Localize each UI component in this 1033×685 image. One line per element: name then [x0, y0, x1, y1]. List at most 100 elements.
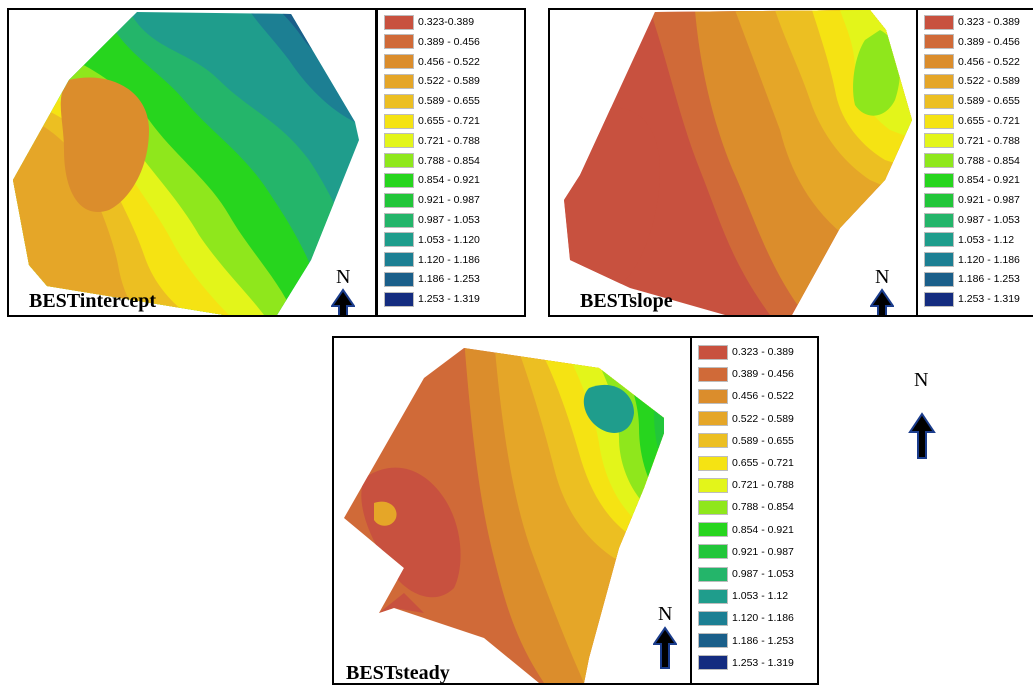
legend-label: 0.921 - 0.987	[418, 194, 480, 207]
legend-swatch	[384, 113, 414, 129]
legend-swatch	[384, 133, 414, 149]
legend-label: 0.589 - 0.655	[418, 95, 480, 108]
legend-label: 1.053 - 1.120	[418, 233, 480, 246]
legend-label: 0.854 - 0.921	[418, 174, 480, 187]
legend-label: 0.389 - 0.456	[732, 368, 794, 381]
legend-label: 0.522 - 0.589	[732, 412, 794, 425]
legend-label: 0.456 - 0.522	[418, 55, 480, 68]
legend-swatch	[924, 291, 954, 307]
legend-item: 0.854 - 0.921	[384, 172, 480, 188]
legend-swatch	[924, 34, 954, 50]
legend-swatch	[698, 610, 728, 626]
legend-item: 0.921 - 0.987	[698, 544, 794, 560]
raster-map-intercept	[13, 12, 359, 315]
legend-label: 0.456 - 0.522	[958, 55, 1020, 68]
legend-item: 1.186 - 1.253	[384, 271, 480, 287]
north-label: N	[336, 266, 351, 288]
legend-label: 0.987 - 1.053	[958, 214, 1020, 226]
legend-label: 0.921 - 0.987	[732, 545, 794, 558]
legend-item: 0.854 - 0.921	[698, 522, 794, 538]
legend-item: 0.323-0.389	[384, 14, 474, 30]
legend-swatch	[924, 93, 954, 109]
legend-item: 0.721 - 0.788	[924, 133, 1020, 149]
legend-swatch	[384, 93, 414, 109]
legend-label: 0.854 - 0.921	[958, 174, 1020, 187]
legend-swatch	[384, 14, 414, 30]
legend-item: 0.522 - 0.589	[384, 73, 480, 89]
legend-item: 0.788 - 0.854	[384, 153, 480, 169]
legend-label: 0.522 - 0.589	[418, 75, 480, 88]
legend-swatch	[698, 588, 728, 604]
map-title: BESTintercept	[29, 290, 157, 312]
raster-map-slope	[564, 10, 912, 315]
legend-item: 0.522 - 0.589	[924, 73, 1020, 89]
legend-item: 0.987 - 1.053	[924, 212, 1020, 228]
legend-label: 1.186 - 1.253	[958, 273, 1020, 286]
legend-item: 0.655 - 0.721	[698, 455, 794, 471]
legend-swatch	[698, 344, 728, 360]
legend-item: 0.721 - 0.788	[384, 133, 480, 149]
legend-item: 0.921 - 0.987	[924, 192, 1020, 208]
legend-item: 0.721 - 0.788	[698, 477, 794, 493]
legend-item: 0.655 - 0.721	[924, 113, 1020, 129]
legend-swatch	[698, 477, 728, 493]
legend-swatch	[384, 271, 414, 287]
legend-swatch	[698, 544, 728, 560]
legend-label: 0.389 - 0.456	[418, 35, 480, 48]
legend-swatch	[384, 153, 414, 169]
legend-swatch	[698, 522, 728, 538]
legend-label: 0.655 - 0.721	[732, 457, 794, 469]
legend-item: 0.389 - 0.456	[384, 34, 480, 50]
legend-item: 0.456 - 0.522	[698, 388, 794, 404]
legend-item: 1.053 - 1.12	[698, 588, 788, 604]
legend-swatch	[698, 655, 728, 671]
legend-label: 1.186 - 1.253	[418, 273, 480, 286]
legend-swatch	[384, 34, 414, 50]
legend-swatch	[384, 73, 414, 89]
north-label: N	[658, 603, 673, 625]
legend-swatch	[384, 212, 414, 228]
legend-label: 0.323-0.389	[418, 16, 475, 28]
legend-swatch	[698, 433, 728, 449]
legend-slope: 0.323 - 0.389 0.389 - 0.456 0.456 - 0.522 0…	[916, 8, 1033, 317]
map-panel-intercept: BESTintercept N	[7, 8, 377, 317]
legend-swatch	[924, 212, 954, 228]
legend-item: 1.120 - 1.186	[384, 252, 480, 268]
legend-item: 1.253 - 1.319	[698, 655, 794, 671]
north-label: N	[914, 369, 929, 391]
legend-label: 0.589 - 0.655	[732, 434, 794, 447]
legend-label: 0.721 - 0.788	[958, 134, 1020, 147]
map-title: BESTsteady	[346, 662, 450, 684]
legend-label: 1.120 - 1.186	[418, 253, 480, 266]
legend-item: 0.987 - 1.053	[698, 566, 794, 582]
legend-item: 1.053 - 1.120	[384, 232, 480, 248]
legend-label: 1.253 - 1.319	[732, 656, 794, 669]
legend-swatch	[698, 499, 728, 515]
legend-label: 0.655 - 0.721	[958, 115, 1020, 127]
map-title: BESTslope	[580, 290, 673, 312]
legend-swatch	[924, 54, 954, 70]
legend-label: 1.253 - 1.319	[418, 293, 480, 306]
legend-swatch	[698, 633, 728, 649]
legend-swatch	[924, 252, 954, 268]
legend-swatch	[698, 388, 728, 404]
legend-label: 0.721 - 0.788	[732, 479, 794, 492]
legend-swatch	[384, 192, 414, 208]
legend-swatch	[384, 291, 414, 307]
legend-swatch	[698, 366, 728, 382]
legend-label: 0.987 - 1.053	[418, 214, 480, 226]
legend-label: 0.987 - 1.053	[732, 568, 794, 580]
legend-swatch	[698, 566, 728, 582]
legend-item: 0.987 - 1.053	[384, 212, 480, 228]
legend-swatch	[924, 172, 954, 188]
legend-label: 1.186 - 1.253	[732, 634, 794, 647]
legend-item: 0.788 - 0.854	[924, 153, 1020, 169]
raster-map-steady	[344, 348, 664, 683]
legend-swatch	[924, 192, 954, 208]
north-label: N	[875, 266, 890, 288]
legend-item: 0.788 - 0.854	[698, 499, 794, 515]
map-panel-steady: BESTsteady N	[332, 336, 692, 685]
legend-swatch	[924, 113, 954, 129]
legend-label: 0.589 - 0.655	[958, 95, 1020, 108]
legend-item: 1.186 - 1.253	[924, 271, 1020, 287]
